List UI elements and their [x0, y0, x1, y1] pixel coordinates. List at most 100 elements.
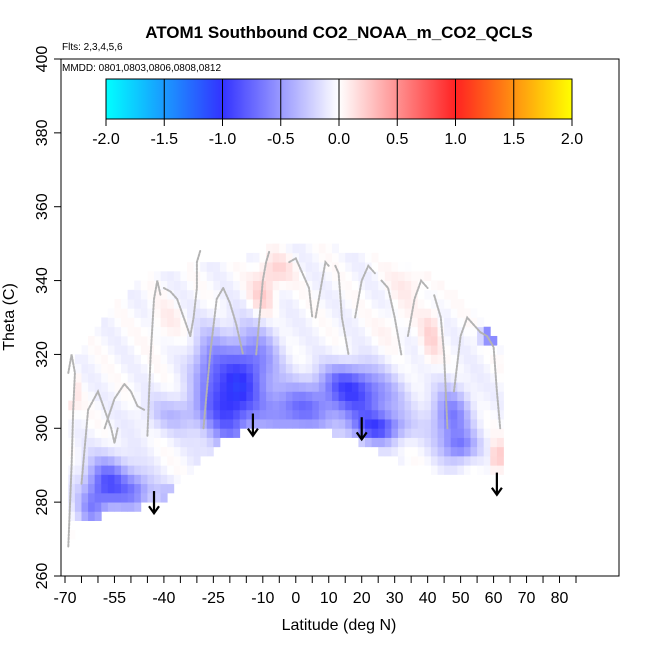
- heatmap-cell: [114, 382, 122, 392]
- heatmap-cell: [193, 363, 201, 374]
- heatmap-cell: [160, 354, 168, 365]
- heatmap-cell: [318, 354, 326, 365]
- heatmap-cell: [292, 243, 300, 254]
- heatmap-cell: [351, 428, 359, 438]
- heatmap-cell: [186, 363, 194, 374]
- heatmap-cell: [305, 391, 313, 401]
- heatmap-cell: [305, 280, 313, 291]
- heatmap-cell: [404, 400, 412, 411]
- heatmap-cell: [186, 308, 194, 318]
- heatmap-cell: [477, 446, 485, 457]
- heatmap-cell: [154, 354, 162, 365]
- heatmap-cell: [74, 382, 82, 392]
- heatmap-cell: [68, 520, 76, 531]
- heatmap-cell: [391, 437, 399, 448]
- heatmap-cell: [325, 335, 333, 346]
- heatmap-cell: [88, 437, 96, 448]
- heatmap-cell: [81, 345, 89, 355]
- heatmap-cell: [147, 280, 155, 291]
- heatmap-cell: [226, 308, 234, 318]
- heatmap-cell: [371, 363, 379, 374]
- heatmap-cell: [81, 354, 89, 365]
- flight-track: [189, 250, 202, 337]
- heatmap-cell: [417, 446, 425, 457]
- heatmap-cell: [101, 400, 109, 411]
- heatmap-cell: [279, 409, 287, 420]
- heatmap-cell: [404, 419, 412, 429]
- heatmap-cell: [378, 446, 386, 457]
- heatmap-cell: [470, 391, 478, 401]
- heatmap-cell: [391, 271, 399, 281]
- heatmap-cell: [430, 419, 438, 429]
- heatmap-cell: [81, 455, 89, 466]
- heatmap-cell: [121, 372, 129, 383]
- heatmap-cell: [417, 354, 425, 365]
- heatmap-cell: [338, 372, 346, 383]
- heatmap-cell: [193, 354, 201, 365]
- heatmap-cell: [358, 391, 366, 401]
- heatmap-cell: [338, 428, 346, 438]
- heatmap-cell: [167, 335, 175, 346]
- heatmap-cell: [345, 299, 353, 309]
- heatmap-cell: [404, 391, 412, 401]
- heatmap-cell: [266, 363, 274, 374]
- heatmap-cell: [417, 299, 425, 309]
- heatmap-cell: [147, 326, 155, 337]
- arrow-layer: [148, 413, 503, 516]
- heatmap-cell: [470, 345, 478, 355]
- heatmap-cell: [246, 326, 254, 337]
- heatmap-cell: [134, 409, 142, 420]
- heatmap-cell: [292, 354, 300, 365]
- heatmap-cell: [226, 382, 234, 392]
- heatmap-cell: [180, 354, 188, 365]
- heatmap-cell: [430, 372, 438, 383]
- heatmap-cell: [292, 299, 300, 309]
- colorbar-tick-label: 0.5: [386, 131, 408, 148]
- heatmap-cell: [154, 326, 162, 337]
- heatmap-cell: [180, 317, 188, 328]
- heatmap-cell: [325, 289, 333, 300]
- heatmap-cell: [430, 455, 438, 466]
- heatmap-cell: [496, 455, 504, 466]
- heatmap-cell: [470, 363, 478, 374]
- heatmap-cell: [496, 382, 504, 392]
- heatmap-cell: [463, 345, 471, 355]
- flight-track: [103, 382, 146, 430]
- flight-track: [80, 388, 119, 485]
- heatmap-cell: [88, 335, 96, 346]
- heatmap-cell: [259, 335, 267, 346]
- heatmap-cell: [391, 400, 399, 411]
- heatmap-cell: [272, 372, 280, 383]
- heatmap-cell: [266, 400, 274, 411]
- heatmap-cell: [285, 243, 293, 254]
- heatmap-cell: [351, 391, 359, 401]
- heatmap-cell: [391, 308, 399, 318]
- heatmap-cell: [160, 280, 168, 291]
- heatmap-cell: [437, 372, 445, 383]
- heatmap-cell: [167, 419, 175, 429]
- heatmap-cell: [345, 400, 353, 411]
- heatmap-cell: [167, 437, 175, 448]
- heatmap-cell: [147, 299, 155, 309]
- heatmap-cell: [193, 308, 201, 318]
- heatmap-cell: [140, 317, 148, 328]
- heatmap-cell: [424, 409, 432, 420]
- heatmap-cell: [345, 271, 353, 281]
- heatmap-cell: [114, 372, 122, 383]
- heatmap-cell: [371, 354, 379, 365]
- heatmap-cell: [450, 446, 458, 457]
- y-axis: 260 280 300 320 340 360 380 400: [34, 46, 61, 589]
- heatmap-cell: [312, 345, 320, 355]
- heatmap-cell: [74, 492, 82, 503]
- heatmap-cell: [318, 299, 326, 309]
- heatmap-cell: [279, 391, 287, 401]
- heatmap-cell: [272, 252, 280, 263]
- heatmap-cell: [318, 372, 326, 383]
- heatmap-cell: [160, 455, 168, 466]
- heatmap-cell: [127, 363, 135, 374]
- heatmap-cell: [325, 372, 333, 383]
- heatmap-cell: [483, 391, 491, 401]
- heatmap-cell: [292, 289, 300, 300]
- heatmap-cell: [233, 299, 241, 309]
- heatmap-cell: [259, 372, 267, 383]
